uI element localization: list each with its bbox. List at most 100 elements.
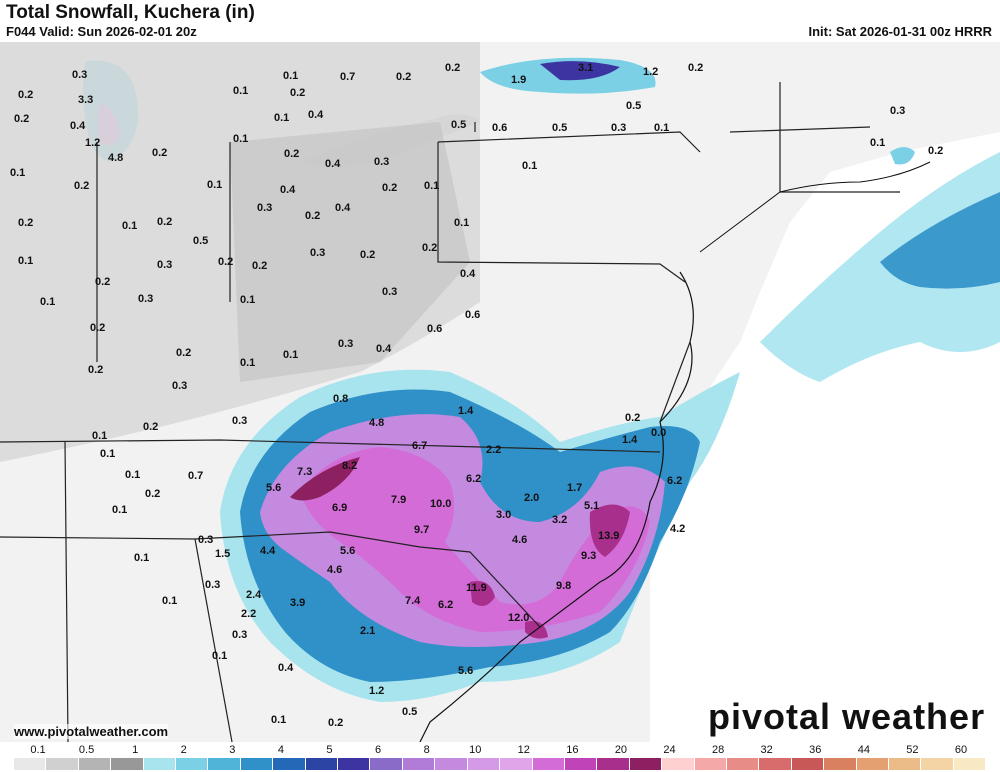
snowfall-value: 0.3 — [310, 247, 326, 259]
legend-tick: 0.5 — [78, 744, 95, 756]
legend-swatch — [46, 758, 79, 770]
snowfall-value: 1.2 — [643, 66, 659, 78]
snowfall-value: 0.1 — [100, 448, 116, 460]
snowfall-value: 0.1 — [240, 357, 256, 369]
legend-swatch — [629, 758, 663, 770]
snowfall-value: 0.2 — [218, 256, 234, 268]
legend-tick: 60 — [954, 744, 968, 756]
snow-band-magenta — [300, 447, 650, 632]
snowfall-value: 0.2 — [18, 217, 34, 229]
legend-swatch — [759, 758, 792, 770]
snowfall-value: 0.7 — [188, 470, 204, 482]
snowfall-value: 0.2 — [305, 210, 321, 222]
snowfall-value: 0.6 — [492, 122, 508, 134]
snowfall-value: 6.9 — [332, 502, 348, 514]
snowfall-value: 3.3 — [78, 94, 94, 106]
legend-swatch — [467, 758, 501, 770]
legend-swatch — [208, 758, 241, 770]
legend-tick: 44 — [857, 744, 870, 756]
legend-tick: 16 — [566, 744, 579, 756]
snowfall-value: 4.6 — [327, 564, 343, 576]
snowfall-value: 6.2 — [667, 475, 683, 487]
map-canvas — [0, 42, 1000, 742]
snowfall-value: 1.9 — [511, 74, 527, 86]
brand-logo: pivotal weather — [708, 696, 986, 737]
snowfall-value: 3.1 — [578, 62, 594, 74]
snowfall-value: 5.6 — [340, 545, 356, 557]
snowfall-value: 0.5 — [451, 119, 467, 131]
legend-swatch — [111, 758, 144, 770]
snowfall-value: 0.2 — [95, 276, 111, 288]
snowfall-value: 0.2 — [688, 62, 704, 74]
snowfall-value: 0.5 — [626, 100, 642, 112]
snowfall-value: 7.9 — [391, 494, 407, 506]
snowfall-value: 0.4 — [70, 120, 86, 132]
snowfall-value: 0.3 — [338, 338, 354, 350]
snowfall-value: 0.2 — [14, 113, 30, 125]
legend-swatch — [921, 758, 954, 770]
legend-swatch — [78, 758, 112, 770]
snowfall-value: 3.2 — [552, 514, 568, 526]
state-borders — [0, 82, 900, 742]
legend-swatch — [338, 758, 371, 770]
snowfall-value: 0.2 — [382, 182, 398, 194]
legend-swatch — [240, 758, 274, 770]
legend-tick: 10 — [469, 744, 482, 756]
snowfall-map[interactable]: 0.3 3.3 0.2 0.2 0.4 1.2 4.8 0.2 0.1 0.2 0.2 0.1 0.1 0… — [0, 42, 1000, 742]
legend-tick: 36 — [809, 744, 822, 756]
legend-tick: 24 — [663, 744, 676, 756]
snowfall-value: 2.0 — [524, 492, 540, 504]
snowfall-value: 2.2 — [241, 608, 257, 620]
legend-swatch — [662, 758, 695, 770]
snowfall-value: 0.3 — [205, 579, 221, 591]
snowfall-value: 0.1 — [283, 70, 299, 82]
snowfall-value: 0.2 — [328, 717, 344, 729]
snowfall-value: 0.4 — [376, 343, 392, 355]
snowfall-value: 0.3 — [172, 380, 188, 392]
snowfall-value: 0.1 — [207, 179, 223, 191]
snowfall-value: 0.1 — [92, 430, 108, 442]
map-header: Total Snowfall, Kuchera (in) F044 Valid:… — [0, 0, 1000, 42]
snowfall-value: 3.9 — [290, 597, 306, 609]
snowfall-value: 7.3 — [297, 466, 313, 478]
legend-tick: 3 — [229, 744, 236, 756]
legend-swatch — [435, 758, 468, 770]
legend-tick: 12 — [517, 744, 530, 756]
legend-tick: 5 — [326, 744, 333, 756]
map-title: Total Snowfall, Kuchera (in) — [6, 2, 255, 23]
legend-tick: 32 — [760, 744, 773, 756]
snowfall-value: 9.8 — [556, 580, 572, 592]
snowfall-value: 0.1 — [271, 714, 287, 726]
snowfall-value: 0.2 — [290, 87, 306, 99]
legend-swatch — [305, 758, 339, 770]
snowfall-value: 0.2 — [90, 322, 106, 334]
snowfall-value: 0.1 — [283, 349, 299, 361]
snowfall-value: 13.9 — [598, 530, 620, 542]
snowfall-value: 0.4 — [325, 158, 341, 170]
snowfall-value: 0.1 — [233, 133, 249, 145]
legend-swatch — [564, 758, 598, 770]
snowfall-value: 0.6 — [465, 309, 481, 321]
legend-swatch — [143, 758, 177, 770]
snowfall-value: 0.4 — [308, 109, 324, 121]
website-link[interactable]: www.pivotalweather.com — [14, 724, 169, 739]
snowfall-value: 0.3 — [72, 69, 88, 81]
snowfall-value: 9.3 — [581, 550, 597, 562]
snowfall-value: 1.4 — [622, 434, 638, 446]
snowfall-value: 1.4 — [458, 405, 474, 417]
legend-tick: 52 — [906, 744, 919, 756]
snowfall-value: 6.2 — [438, 599, 454, 611]
snowfall-value: 0.1 — [162, 595, 178, 607]
snowfall-value: 4.6 — [512, 534, 528, 546]
snowfall-value: 0.1 — [125, 469, 141, 481]
legend-swatch — [370, 758, 403, 770]
snowfall-value: 0.2 — [445, 62, 461, 74]
snowfall-value: 0.1 — [134, 552, 150, 564]
legend-swatch — [500, 758, 533, 770]
snowfall-value: 0.1 — [18, 255, 34, 267]
legend-tick: 28 — [711, 744, 725, 756]
snowfall-value: 2.2 — [486, 444, 502, 456]
snowfall-value: 0.2 — [422, 242, 438, 254]
legend-swatch — [597, 758, 630, 770]
snowfall-value: 4.2 — [670, 523, 686, 535]
